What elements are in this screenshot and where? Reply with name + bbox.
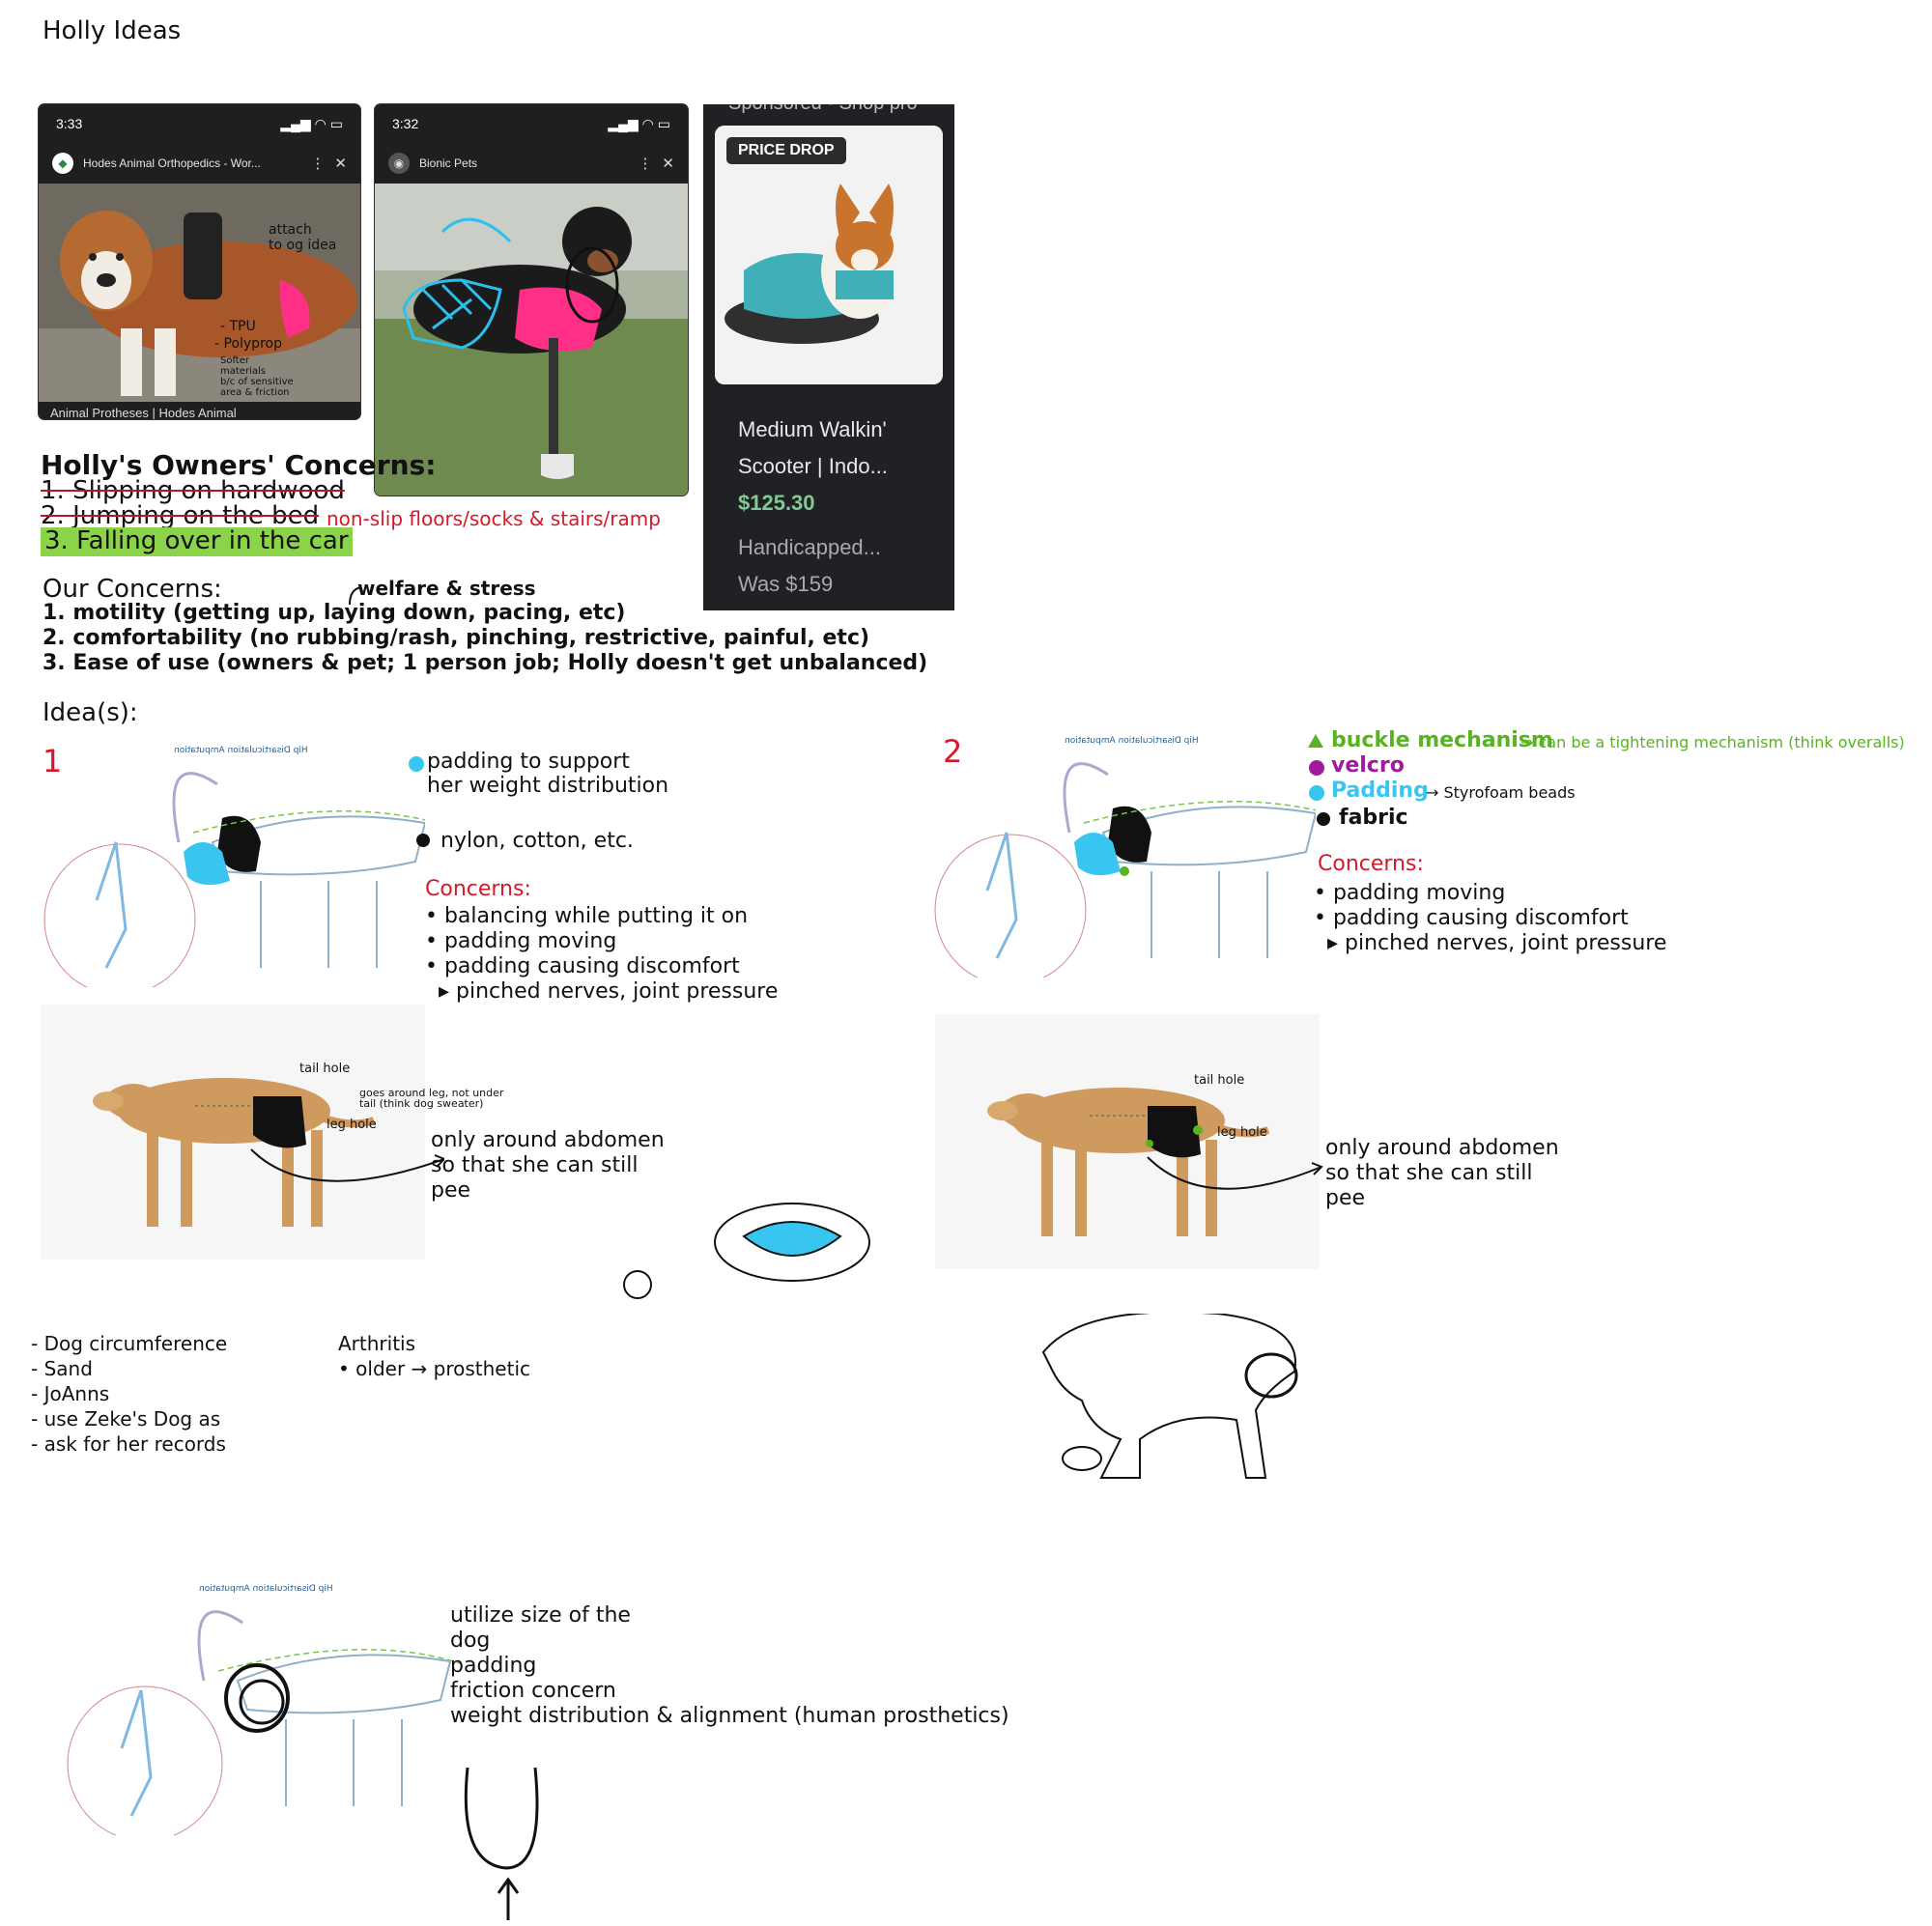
sponsored-label: Sponsored · Shop pro bbox=[728, 104, 918, 115]
time-label: 3:33 bbox=[56, 116, 83, 131]
owners-concern-3: 3. Falling over in the car bbox=[41, 526, 353, 556]
polyprop-annotation: - Polyprop bbox=[214, 336, 282, 352]
page-caption: Animal Protheses | Hodes Animal bbox=[50, 406, 237, 419]
site-title: Hodes Animal Orthopedics - Wor... bbox=[83, 156, 261, 170]
idea-1-skeleton-diagram: Hip Disarticulation Amputation bbox=[39, 746, 445, 996]
idea-1-concerns-list: • balancing while putting it on • paddin… bbox=[425, 904, 779, 1004]
product-card[interactable]: Sponsored · Shop pro PRICE DROP Medium W… bbox=[703, 104, 954, 610]
idea-2-legend-velcro: velcro bbox=[1331, 753, 1405, 778]
idea-2-leg-hole: leg hole bbox=[1217, 1125, 1267, 1140]
idea-1-leg-hole: leg hole bbox=[327, 1118, 377, 1132]
idea-2-legend-padding-note: → Styrofoam beads bbox=[1426, 783, 1576, 802]
close-icon[interactable]: ✕ bbox=[662, 156, 674, 172]
idea-2-legend-fabric: fabric bbox=[1339, 806, 1408, 830]
our-concern-2: 2. comfortability (no rubbing/rash, pinc… bbox=[43, 626, 870, 650]
owners-concern-1: 1. Slipping on hardwood bbox=[41, 476, 345, 505]
signal-icons: ▂▄▆ ◠ ▭ bbox=[608, 115, 670, 131]
idea-1-tail-hole: tail hole bbox=[299, 1062, 351, 1076]
fabric-legend-swatch bbox=[1317, 812, 1330, 826]
velcro-legend-swatch bbox=[1309, 760, 1324, 776]
site-title: Bionic Pets bbox=[419, 156, 478, 170]
our-concern-3: 3. Ease of use (owners & pet; 1 person j… bbox=[43, 651, 928, 675]
our-concerns-heading: Our Concerns: bbox=[43, 575, 222, 604]
dog-prosthetic-photo: attach to og idea - TPU - Polyprop Softe… bbox=[39, 184, 360, 402]
product-subtitle: Handicapped... Was $159 bbox=[738, 535, 881, 596]
idea-1-arrow bbox=[250, 1148, 444, 1182]
status-bar: 3:33 ▂▄▆ ◠ ▭ bbox=[39, 104, 360, 143]
idea-2-concerns-list: • padding moving • padding causing disco… bbox=[1314, 881, 1667, 955]
diagram-title: Hip Disarticulation Amputation bbox=[199, 1584, 333, 1594]
price-drop-badge: PRICE DROP bbox=[726, 137, 846, 164]
idea-2-legend-padding: Padding bbox=[1331, 779, 1429, 803]
idea-1-dog-photo: tail hole goes around leg, not under tai… bbox=[41, 1005, 503, 1260]
more-icon[interactable]: ⋮ bbox=[638, 156, 653, 172]
idea-2-arrow bbox=[1147, 1156, 1323, 1190]
owners-concern-2: 2. Jumping on the bed bbox=[41, 501, 320, 530]
idea-2-legend-buckle: buckle mechanism bbox=[1331, 728, 1553, 752]
idea-1-abdomen-note: only around abdomen so that she can stil… bbox=[431, 1128, 665, 1203]
notes-left-list: - Dog circumference - Sand - JoAnns - us… bbox=[31, 1332, 228, 1456]
idea-2-number: 2 bbox=[943, 733, 963, 770]
phone-screenshot-hodes: 3:33 ▂▄▆ ◠ ▭ ◆ Hodes Animal Orthopedics … bbox=[39, 104, 360, 419]
browser-bar: ◆ Hodes Animal Orthopedics - Wor... ⋮ ✕ bbox=[39, 143, 360, 184]
product-image bbox=[715, 126, 943, 384]
phone-screenshot-bionic-pets: 3:32 ▂▄▆ ◠ ▭ ◉ Bionic Pets ⋮ ✕ bbox=[375, 104, 688, 496]
idea-1-legend-fabric: nylon, cotton, etc. bbox=[440, 829, 634, 853]
idea-1-number: 1 bbox=[43, 743, 63, 779]
u-shape-sketch bbox=[464, 1767, 539, 1920]
status-bar: 3:32 ▂▄▆ ◠ ▭ bbox=[375, 104, 688, 143]
idea-2-tail-hole: tail hole bbox=[1194, 1073, 1245, 1088]
idea-2-legend-buckle-note: → can be a tightening mechanism (think o… bbox=[1520, 733, 1905, 751]
welfare-note: welfare & stress bbox=[357, 577, 536, 600]
ideas-heading: Idea(s): bbox=[43, 698, 138, 727]
fabric-legend-swatch bbox=[416, 834, 430, 847]
welfare-arrow bbox=[349, 586, 362, 606]
rottweiler-prosthetic-photo bbox=[375, 184, 688, 496]
product-title[interactable]: Medium Walkin' Scooter | Indo... bbox=[738, 417, 888, 478]
dog-outline-sketch bbox=[1041, 1314, 1298, 1479]
idea-3-skeleton-diagram: Hip Disarticulation Amputation bbox=[64, 1584, 461, 1842]
idea-2-dog-photo: tail hole leg hole bbox=[935, 1014, 1320, 1269]
softer-annotation: Softer materials b/c of sensitive area &… bbox=[220, 355, 294, 398]
idea-2-concerns-heading: Concerns: bbox=[1318, 852, 1424, 876]
idea-1-goes-around: goes around leg, not under tail (think d… bbox=[359, 1087, 504, 1110]
idea-2-skeleton-diagram: Hip Disarticulation Amputation bbox=[929, 736, 1336, 986]
more-icon[interactable]: ⋮ bbox=[310, 156, 326, 172]
close-icon[interactable]: ✕ bbox=[334, 156, 347, 172]
notes-arthritis: Arthritis • older → prosthetic bbox=[338, 1332, 530, 1380]
page-title: Holly Ideas bbox=[43, 16, 182, 45]
our-concern-1: 1. motility (getting up, laying down, pa… bbox=[43, 601, 626, 625]
idea-1-concerns-heading: Concerns: bbox=[425, 877, 531, 901]
idea-3-notes: utilize size of the dog padding friction… bbox=[450, 1603, 1009, 1728]
owners-concerns-heading: Holly's Owners' Concerns: bbox=[41, 449, 437, 481]
browser-bar: ◉ Bionic Pets ⋮ ✕ bbox=[375, 143, 688, 184]
buckle-legend-swatch bbox=[1308, 734, 1323, 748]
idea-2-abdomen-note: only around abdomen so that she can stil… bbox=[1325, 1136, 1559, 1210]
tpu-annotation: - TPU bbox=[220, 319, 256, 334]
product-price: $125.30 bbox=[738, 491, 815, 515]
idea-1-legend-padding: padding to support her weight distributi… bbox=[427, 750, 669, 799]
padding-legend-swatch bbox=[1309, 785, 1324, 801]
site-favicon-icon: ◉ bbox=[388, 153, 410, 174]
signal-icons: ▂▄▆ ◠ ▭ bbox=[280, 115, 343, 131]
owners-concern-2-note: non-slip floors/socks & stairs/ramp bbox=[327, 507, 661, 530]
padding-cushion-sketch bbox=[623, 1203, 870, 1299]
diagram-title: Hip Disarticulation Amputation bbox=[174, 746, 308, 755]
diagram-title: Hip Disarticulation Amputation bbox=[1065, 736, 1199, 746]
site-favicon-icon: ◆ bbox=[52, 153, 73, 174]
time-label: 3:32 bbox=[392, 116, 419, 131]
attach-annotation: attach to og idea bbox=[269, 222, 337, 254]
padding-legend-swatch bbox=[409, 756, 424, 772]
